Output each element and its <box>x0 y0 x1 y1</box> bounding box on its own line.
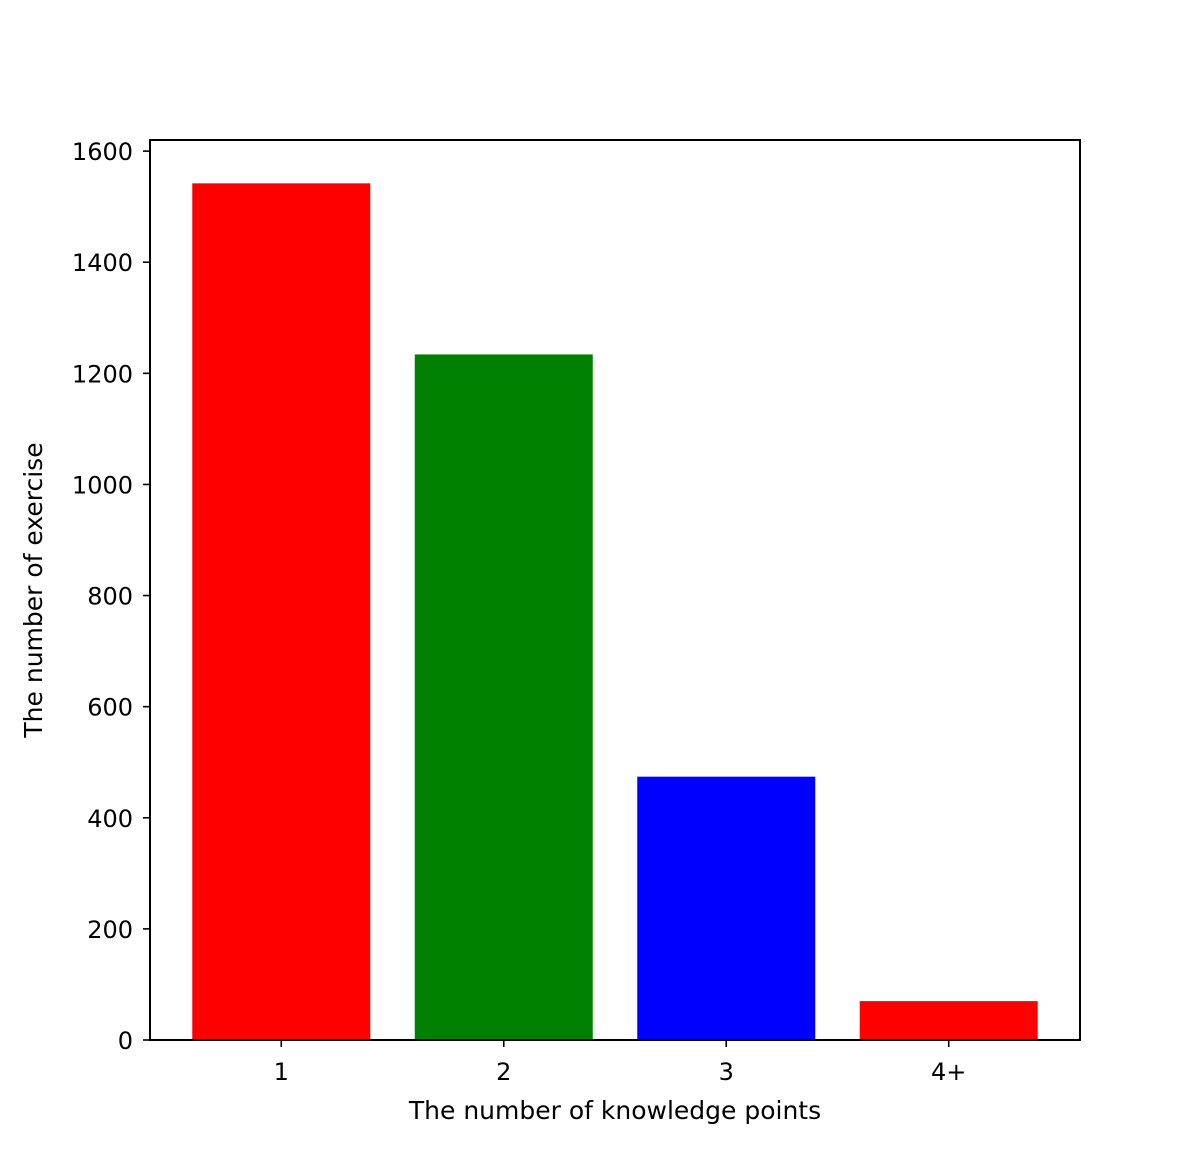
bar-3 <box>637 776 816 1040</box>
y-tick-label: 0 <box>118 1027 133 1055</box>
y-tick-label: 800 <box>87 583 133 611</box>
x-tick-label: 2 <box>496 1058 511 1086</box>
x-tick-label: 4+ <box>931 1058 966 1086</box>
y-tick-label: 1000 <box>72 471 133 499</box>
y-tick-label: 400 <box>87 805 133 833</box>
bar-1 <box>192 183 371 1041</box>
bar-2 <box>414 354 593 1040</box>
x-tick-label: 1 <box>274 1058 289 1086</box>
y-tick-label: 200 <box>87 916 133 944</box>
bars-group <box>192 183 1038 1041</box>
ticks-group: 1 2 3 4+ 0 200 400 600 800 1000 1200 1400 1600 <box>72 138 967 1086</box>
bar-4+ <box>859 1001 1038 1040</box>
y-tick-label: 1400 <box>72 249 133 277</box>
x-tick-label: 3 <box>719 1058 734 1086</box>
x-axis-label: The number of knowledge points <box>408 1096 821 1125</box>
plot-frame <box>149 139 1081 1041</box>
y-axis-label: The number of exercise <box>19 442 48 738</box>
y-tick-label: 1200 <box>72 360 133 388</box>
y-tick-label: 600 <box>87 694 133 722</box>
y-tick-label: 1600 <box>72 138 133 166</box>
